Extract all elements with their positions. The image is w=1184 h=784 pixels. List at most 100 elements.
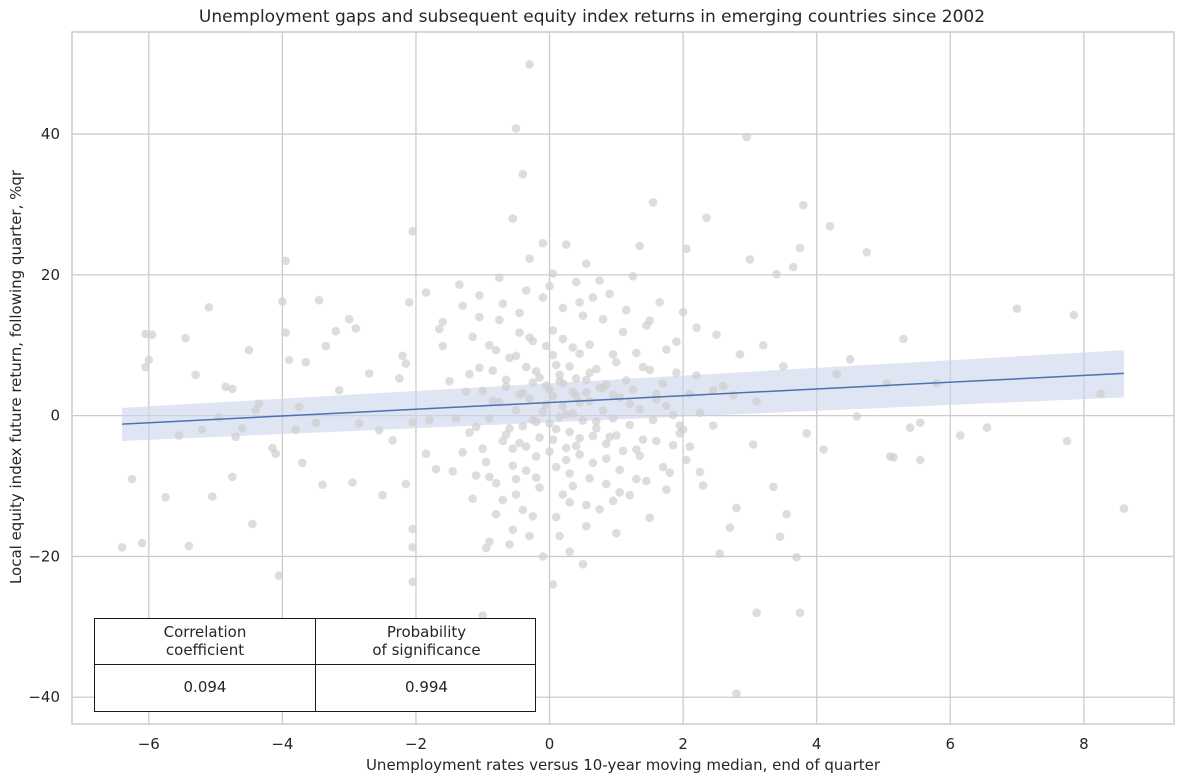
- data-point: [294, 402, 304, 412]
- data-point: [541, 341, 551, 351]
- data-point: [789, 262, 798, 272]
- data-point: [685, 389, 695, 399]
- data-point: [602, 380, 611, 390]
- data-point: [488, 396, 498, 406]
- data-point: [1062, 436, 1072, 446]
- data-point: [748, 440, 758, 449]
- data-point: [465, 428, 474, 437]
- data-point: [354, 419, 364, 428]
- data-point: [592, 364, 601, 374]
- data-point: [558, 402, 568, 411]
- data-point: [575, 298, 584, 307]
- data-point: [221, 382, 230, 392]
- data-point: [431, 464, 441, 474]
- data-point: [585, 368, 594, 378]
- data-point: [511, 474, 521, 484]
- data-point: [348, 478, 357, 487]
- data-point: [271, 449, 281, 459]
- data-point: [685, 442, 695, 451]
- plot-frame: [71, 31, 1175, 725]
- stats-value-probability: 0.994: [405, 678, 448, 696]
- data-point: [635, 451, 644, 461]
- data-point: [915, 455, 925, 465]
- data-point: [852, 412, 862, 421]
- data-point: [485, 472, 494, 482]
- data-point: [495, 273, 504, 283]
- data-point: [144, 355, 154, 365]
- data-point: [408, 417, 417, 427]
- data-point: [468, 332, 478, 342]
- data-point: [408, 577, 417, 587]
- data-point: [695, 408, 705, 418]
- data-point: [712, 330, 721, 340]
- x-tick-label: 2: [678, 735, 688, 753]
- data-point: [191, 370, 200, 380]
- data-point: [525, 531, 534, 541]
- data-point: [832, 369, 841, 379]
- regression-line: [122, 372, 1124, 425]
- data-point: [565, 469, 574, 478]
- data-point: [632, 474, 641, 484]
- regression-line-path: [122, 372, 1124, 425]
- data-point: [458, 448, 468, 457]
- data-point: [521, 286, 531, 295]
- x-tick-label: 6: [945, 735, 955, 753]
- data-point: [478, 444, 488, 454]
- data-point: [595, 276, 604, 285]
- data-point: [588, 293, 598, 302]
- data-point: [491, 509, 501, 519]
- data-point: [662, 401, 671, 411]
- data-point: [521, 442, 531, 451]
- data-point: [455, 280, 464, 290]
- data-point: [698, 481, 708, 490]
- data-point: [334, 386, 344, 395]
- data-point: [608, 496, 618, 506]
- data-point: [585, 340, 594, 349]
- data-point: [478, 611, 488, 620]
- data-point: [665, 468, 675, 478]
- data-point: [575, 450, 584, 459]
- data-point: [485, 537, 494, 546]
- data-point: [615, 488, 624, 497]
- data-point: [501, 375, 511, 385]
- data-point: [588, 431, 598, 441]
- data-point: [515, 438, 524, 448]
- data-point: [595, 505, 604, 514]
- data-point: [565, 362, 574, 371]
- data-point: [485, 341, 494, 350]
- data-point: [244, 345, 254, 355]
- data-point: [799, 200, 808, 210]
- data-point: [401, 479, 411, 489]
- data-point: [518, 169, 528, 179]
- data-point: [889, 452, 898, 462]
- data-point: [538, 407, 548, 416]
- data-point: [905, 423, 915, 432]
- data-point: [551, 424, 561, 434]
- data-point: [622, 305, 631, 315]
- data-point: [1069, 310, 1079, 320]
- data-point: [759, 341, 768, 350]
- data-point: [538, 238, 548, 248]
- data-point: [575, 349, 584, 359]
- data-point: [682, 455, 691, 465]
- data-point: [471, 471, 481, 480]
- data-point: [548, 391, 558, 401]
- data-point: [725, 523, 735, 532]
- data-point: [862, 248, 872, 257]
- data-point: [254, 399, 264, 409]
- data-point: [612, 528, 621, 538]
- data-point: [451, 414, 461, 423]
- x-axis-label: Unemployment rates versus 10-year moving…: [365, 756, 881, 774]
- data-point: [638, 362, 648, 372]
- data-point: [632, 445, 641, 454]
- data-point: [782, 509, 791, 519]
- data-point: [802, 429, 811, 438]
- data-point: [555, 376, 564, 386]
- data-point: [582, 500, 591, 510]
- data-point: [438, 317, 448, 327]
- data-point: [505, 540, 514, 549]
- stats-value-correlation: 0.094: [183, 678, 227, 696]
- data-point: [792, 552, 801, 562]
- y-axis-label: Local equity index future return, follow…: [7, 169, 25, 585]
- data-point: [248, 519, 257, 529]
